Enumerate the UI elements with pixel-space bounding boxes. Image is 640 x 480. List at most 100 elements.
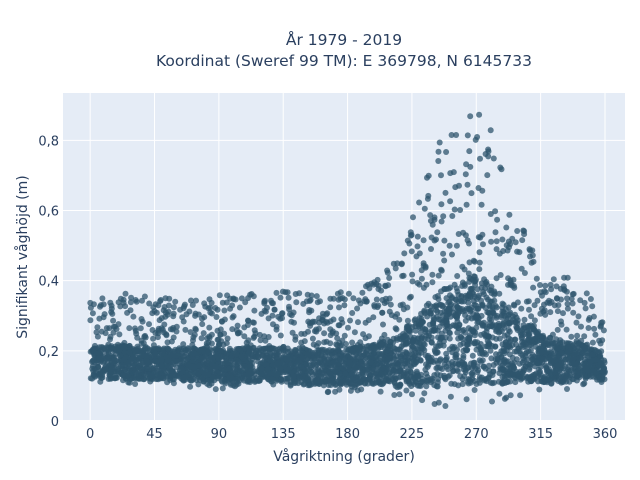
data-point <box>137 325 144 332</box>
x-axis-title: Vågriktning (grader) <box>273 448 415 465</box>
data-point <box>419 397 426 404</box>
data-point <box>350 295 357 302</box>
data-point <box>577 369 584 376</box>
data-point <box>514 317 521 324</box>
data-point <box>534 330 541 337</box>
data-point <box>460 352 467 359</box>
data-point <box>489 307 496 314</box>
data-point <box>131 347 138 354</box>
data-point <box>415 373 421 380</box>
data-point <box>226 365 232 372</box>
data-point <box>581 380 588 387</box>
data-point <box>396 346 403 353</box>
data-point <box>475 343 482 350</box>
data-point <box>398 261 405 268</box>
data-point <box>157 298 164 305</box>
data-point <box>466 278 473 285</box>
data-point <box>386 275 393 281</box>
data-point <box>186 371 193 378</box>
data-point <box>138 365 145 372</box>
data-point <box>142 334 149 341</box>
data-point <box>393 335 400 342</box>
data-point <box>337 295 344 302</box>
data-point <box>143 352 150 359</box>
data-point <box>434 229 441 236</box>
data-point <box>387 301 394 308</box>
data-point <box>547 309 554 316</box>
data-point <box>391 392 398 398</box>
data-point <box>286 306 293 313</box>
data-point <box>107 333 114 340</box>
data-point <box>443 286 450 292</box>
data-point <box>521 228 528 235</box>
data-point <box>525 331 532 338</box>
data-point <box>420 319 426 325</box>
data-point <box>421 390 428 397</box>
data-point <box>543 377 550 384</box>
data-point <box>292 291 299 297</box>
data-point <box>454 368 461 375</box>
data-point <box>493 238 500 245</box>
data-point <box>448 132 455 138</box>
data-point <box>470 291 477 298</box>
data-point <box>550 276 557 283</box>
data-point <box>108 309 115 315</box>
data-point <box>471 258 478 265</box>
y-tick-label: 0,2 <box>38 345 59 360</box>
data-point <box>235 345 242 352</box>
data-point <box>271 306 278 313</box>
data-point <box>561 286 568 293</box>
x-tick-label: 135 <box>271 427 296 442</box>
data-point <box>116 331 123 338</box>
data-point <box>107 299 114 306</box>
data-point <box>269 312 276 319</box>
data-point <box>564 274 571 281</box>
data-point <box>337 381 344 388</box>
data-point <box>412 323 419 330</box>
data-point <box>441 257 448 264</box>
data-point <box>450 368 457 375</box>
data-point <box>475 367 482 374</box>
data-point <box>219 318 225 325</box>
data-point <box>438 301 444 308</box>
data-point <box>397 381 404 388</box>
data-point <box>423 383 430 390</box>
data-point <box>464 335 471 342</box>
data-point <box>362 296 369 303</box>
data-point <box>311 318 318 325</box>
data-point <box>497 164 504 171</box>
data-point <box>337 350 344 357</box>
data-point <box>169 367 175 374</box>
data-point <box>552 363 558 370</box>
data-point <box>471 273 478 280</box>
data-point <box>327 326 334 333</box>
data-point <box>568 333 575 340</box>
chart-title-line1: År 1979 - 2019 <box>286 30 402 49</box>
data-point <box>194 371 201 378</box>
data-point <box>564 300 571 307</box>
data-point <box>505 326 512 333</box>
data-point <box>526 246 533 253</box>
data-point <box>530 258 537 265</box>
data-point <box>184 347 191 354</box>
data-point <box>508 319 515 326</box>
data-point <box>111 365 118 372</box>
data-point <box>601 369 608 376</box>
data-point <box>522 363 529 370</box>
data-point <box>458 298 465 305</box>
data-point <box>446 242 453 249</box>
data-point <box>162 313 169 320</box>
data-point <box>464 181 471 188</box>
data-point <box>525 322 532 329</box>
data-point <box>317 298 323 305</box>
data-point <box>209 354 216 361</box>
data-point <box>151 358 158 364</box>
data-point <box>478 358 484 365</box>
data-point <box>258 310 265 317</box>
data-point <box>513 368 520 375</box>
data-point <box>465 270 472 277</box>
data-point <box>285 294 292 301</box>
data-point <box>463 396 470 403</box>
data-point <box>519 327 526 334</box>
data-point <box>244 322 251 328</box>
